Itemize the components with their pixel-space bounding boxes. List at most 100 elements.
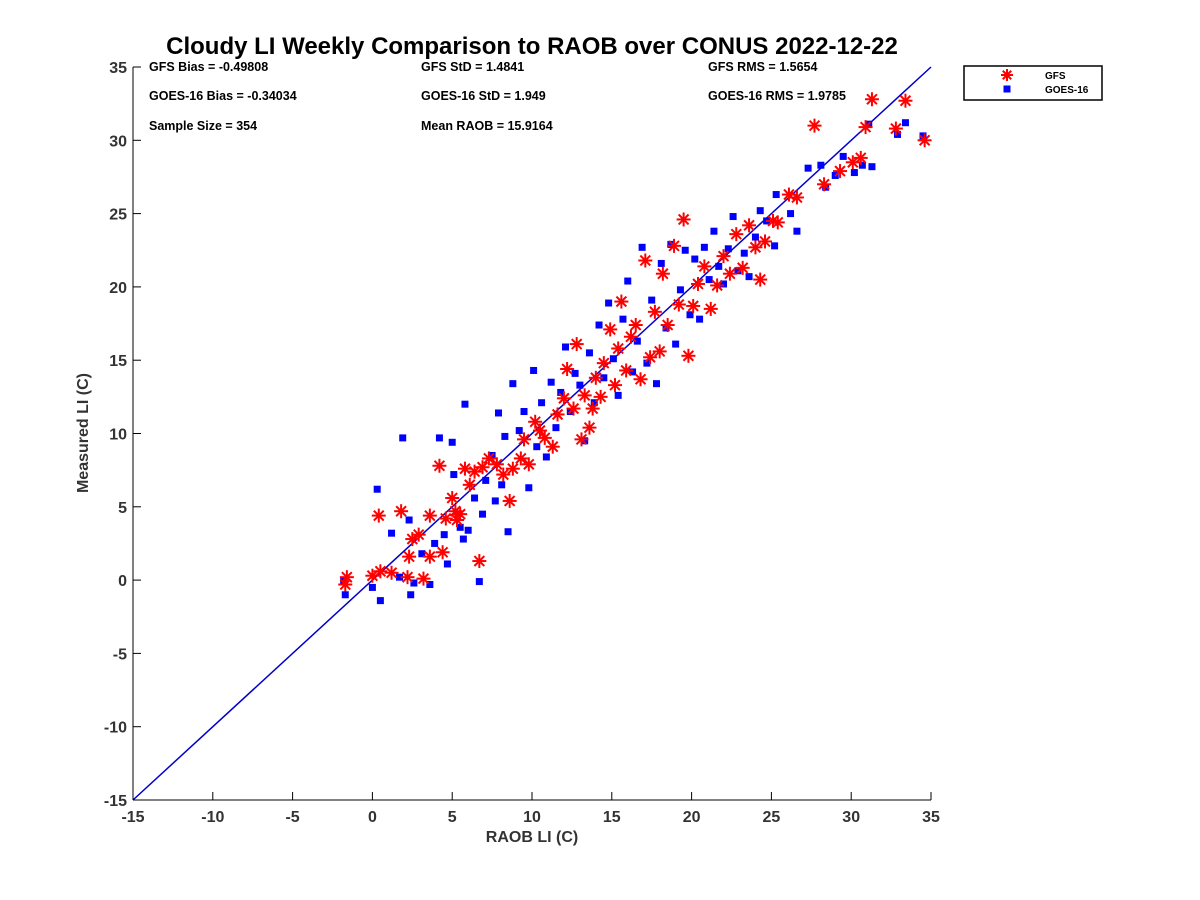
goes16-point — [464, 526, 472, 534]
gfs-point — [521, 457, 536, 472]
gfs-point — [697, 259, 712, 274]
gfs-point — [655, 266, 670, 281]
legend-gfs-marker — [1001, 69, 1013, 81]
goes16-point — [407, 591, 415, 599]
goes16-point — [614, 391, 622, 399]
gfs-point — [462, 477, 477, 492]
stat-goes-bias: GOES-16 Bias = -0.34034 — [149, 89, 297, 103]
goes16-point — [600, 374, 608, 382]
goes16-point — [643, 359, 651, 367]
x-tick-label: 35 — [922, 809, 940, 826]
legend-goes-label: GOES-16 — [1045, 85, 1089, 96]
goes16-point — [576, 381, 584, 389]
goes16-point — [515, 427, 523, 435]
gfs-point — [667, 238, 682, 253]
goes16-point — [538, 399, 546, 407]
gfs-point — [607, 378, 622, 393]
gfs-point — [807, 118, 822, 133]
gfs-point — [770, 215, 785, 230]
one-to-one-line — [132, 66, 932, 801]
x-tick-label: 30 — [842, 809, 860, 826]
gfs-point — [638, 253, 653, 268]
gfs-point — [858, 120, 873, 135]
gfs-point — [643, 350, 658, 365]
gfs-point — [585, 401, 600, 416]
gfs-point — [528, 414, 543, 429]
goes16-point — [756, 207, 764, 215]
gfs-point — [505, 461, 520, 476]
gfs-point — [371, 508, 386, 523]
goes16-point — [585, 349, 593, 357]
goes16-point — [461, 400, 469, 408]
goes16-point — [399, 434, 407, 442]
goes16-point — [431, 539, 439, 547]
gfs-point — [789, 190, 804, 205]
goes16-point — [426, 580, 434, 588]
gfs-point — [735, 260, 750, 275]
goes16-point — [547, 378, 555, 386]
gfs-point — [633, 372, 648, 387]
gfs-point — [611, 341, 626, 356]
goes16-point — [418, 550, 426, 558]
goes16-point — [341, 591, 349, 599]
y-tick-label: 35 — [109, 60, 127, 77]
y-tick-label: 25 — [109, 207, 127, 224]
gfs-point — [681, 348, 696, 363]
y-tick-label: 5 — [118, 500, 127, 517]
gfs-point — [729, 227, 744, 242]
goes16-series — [340, 119, 927, 605]
goes16-point — [443, 560, 451, 568]
gfs-point — [489, 457, 504, 472]
gfs-point — [569, 337, 584, 352]
goes16-point — [751, 233, 759, 241]
goes16-point — [793, 227, 801, 235]
gfs-point — [748, 240, 763, 255]
gfs-point — [833, 164, 848, 179]
x-tick-label: 20 — [683, 809, 701, 826]
gfs-point — [898, 93, 913, 108]
goes16-point — [475, 578, 483, 586]
gfs-point — [400, 570, 415, 585]
goes16-point — [893, 130, 901, 138]
gfs-point — [502, 493, 517, 508]
goes16-point — [724, 245, 732, 253]
x-tick-label: 15 — [603, 809, 621, 826]
gfs-point — [628, 318, 643, 333]
gfs-point — [373, 564, 388, 579]
gfs-point — [596, 356, 611, 371]
goes16-point — [542, 453, 550, 461]
gfs-point — [917, 133, 932, 148]
stat-sample-size: Sample Size = 354 — [149, 119, 257, 133]
y-tick-label: 10 — [109, 427, 127, 444]
gfs-point — [588, 370, 603, 385]
y-axis-label: Measured LI (C) — [75, 373, 92, 493]
chart-title: Cloudy LI Weekly Comparison to RAOB over… — [166, 33, 898, 60]
goes16-point — [557, 388, 565, 396]
goes16-point — [373, 485, 381, 493]
gfs-point — [422, 508, 437, 523]
goes16-point — [729, 213, 737, 221]
x-tick-label: 0 — [368, 809, 377, 826]
gfs-point — [445, 491, 460, 506]
goes16-point — [667, 240, 675, 248]
gfs-point — [703, 301, 718, 316]
gfs-point — [457, 461, 472, 476]
goes16-point — [456, 523, 464, 531]
goes16-point — [388, 529, 396, 537]
legend: GFS GOES-16 — [963, 65, 1103, 101]
stat-gfs-bias: GFS Bias = -0.49808 — [149, 60, 268, 74]
gfs-point — [435, 545, 450, 560]
gfs-point — [845, 155, 860, 170]
x-tick-label: 25 — [763, 809, 781, 826]
gfs-point — [593, 389, 608, 404]
gfs-point — [472, 554, 487, 569]
y-tick-label: -10 — [104, 720, 127, 737]
gfs-point — [577, 388, 592, 403]
y-axis-ticks: -15 -10 -5 0 5 10 15 20 25 30 35 — [104, 60, 141, 810]
goes16-point — [839, 152, 847, 160]
legend-goes-marker — [1003, 85, 1011, 93]
goes16-point — [629, 368, 637, 376]
gfs-point — [496, 467, 511, 482]
goes16-point — [705, 276, 713, 284]
